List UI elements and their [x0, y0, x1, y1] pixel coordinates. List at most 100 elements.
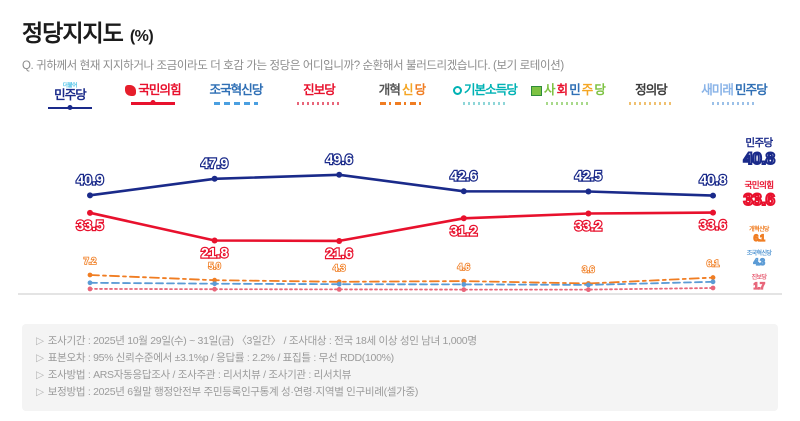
data-point-label: 7.2	[84, 256, 97, 266]
legend-item-minjoo[interactable]: 더불어 민주당	[30, 83, 110, 110]
footnote-row: ▷ 보정방법 : 2025년 6월말 행정안전부 주민등록인구통계 성·연령·지역…	[36, 384, 764, 401]
legend-item-ppp[interactable]: 국민의힘	[113, 83, 193, 106]
chart-area: 40.9 47.9 49.6 42.6 42.5 40.8 33.5 21.8 21.6 31.2…	[0, 128, 800, 333]
data-point	[212, 281, 218, 287]
data-point	[710, 209, 716, 216]
green-square-icon	[530, 85, 542, 96]
legend-line-justice	[629, 101, 673, 105]
party-support-line-chart: 40.9 47.9 49.6 42.6 42.5 40.8 33.5 21.8 21.6 31.2…	[18, 150, 782, 295]
data-point-label: 49.6	[326, 151, 353, 167]
red-square-icon	[125, 85, 137, 97]
logo-jinbo: 진보당	[303, 83, 336, 97]
data-point	[211, 175, 218, 182]
series-line	[89, 274, 714, 285]
data-point	[336, 281, 342, 287]
data-point	[87, 209, 93, 216]
footnote-text: 보정방법 : 2025년 6월말 행정안전부 주민등록인구통계 성·연령·지역별…	[47, 386, 419, 398]
legend-label: 기본소득당	[463, 83, 518, 97]
data-point-label: 33.6	[699, 217, 726, 233]
series-end-name: 개혁신당	[749, 227, 769, 233]
data-point	[585, 210, 592, 217]
legend-line-jinbo	[297, 101, 341, 105]
footnote-row: ▷ 표본오차 : 95% 신뢰수준에서 ±3.1%p / 응답률 : 2.2% /…	[36, 350, 764, 367]
legend-item-basic-income[interactable]: 기본소득당	[445, 83, 525, 105]
bullet-icon: ▷	[36, 386, 44, 398]
data-point	[212, 286, 218, 292]
legend-item-justice[interactable]: 정의당	[611, 83, 691, 105]
data-point	[212, 277, 218, 283]
legend-line-ppp	[131, 100, 175, 106]
header: 정당지지도 (%) Q. 귀하께서 현재 지지하거나 조금이라도 더 호감 가는…	[0, 0, 800, 73]
series-end-name: 조국혁신당	[746, 251, 772, 257]
logo-jokuk: 조국혁신당	[209, 83, 263, 97]
data-point-label: 3.6	[582, 264, 595, 274]
survey-methodology-box: ▷ 조사기간 : 2025년 10월 29일(수) ~ 31일(금) 〈3일간〉 …	[22, 324, 778, 411]
series-line	[89, 280, 714, 286]
data-point	[87, 280, 93, 286]
series-end-label: 조국혁신당 4.3	[722, 251, 796, 268]
series-end-label: 민주당 40.8	[722, 137, 796, 169]
data-point-label: 40.9	[76, 171, 103, 187]
title-unit: (%)	[129, 28, 154, 45]
data-point	[336, 237, 343, 244]
series-end-name: 국민의힘	[744, 180, 774, 190]
legend-item-gaehyuk[interactable]: 개혁신당 개혁신당	[362, 83, 442, 105]
data-point	[336, 171, 343, 178]
footnote-text: 표본오차 : 95% 신뢰수준에서 ±3.1%p / 응답률 : 2.2% / …	[47, 352, 394, 364]
teal-circle-icon	[452, 86, 462, 96]
data-point	[710, 279, 716, 285]
logo-minjoo: 더불어 민주당	[54, 83, 87, 102]
data-point-label: 33.5	[76, 217, 103, 233]
data-point	[211, 237, 218, 244]
legend-line-social-democratic	[546, 101, 590, 105]
data-point	[710, 192, 716, 199]
legend-label: 진보당	[303, 83, 336, 97]
footnote-row: ▷ 조사방법 : ARS자동응답조사 / 조사주관 : 리서치뷰 / 조사기관 :…	[36, 367, 764, 384]
page-title: 정당지지도	[22, 20, 124, 46]
series-end-label: 개혁신당 6.1	[722, 227, 796, 244]
series-end-value: 1.7	[753, 281, 766, 292]
series-end-name: 민주당	[745, 137, 773, 149]
data-point-label: 42.6	[450, 167, 477, 183]
legend-item-jinbo[interactable]: 진보당	[279, 83, 359, 105]
data-point-label: 47.9	[201, 155, 228, 171]
legend-line-saemirae	[712, 101, 756, 105]
legend-label: 국민의힘	[138, 83, 181, 97]
series-line	[88, 173, 715, 197]
survey-question: Q. 귀하께서 현재 지지하거나 조금이라도 더 호감 가는 정당은 어디입니까…	[22, 60, 564, 72]
legend-label: 민주당	[54, 87, 87, 102]
data-point	[87, 286, 93, 292]
legend-label: 조국혁신당	[209, 83, 263, 97]
series-line	[88, 211, 715, 243]
series-end-label: 진보당 1.7	[722, 275, 796, 292]
title-row: 정당지지도 (%)	[22, 14, 800, 48]
data-point-label: 21.6	[326, 245, 353, 261]
data-point-label: 42.5	[575, 168, 602, 184]
series-end-name: 진보당	[751, 275, 767, 281]
data-point-label: 4.6	[458, 262, 471, 272]
data-point	[461, 287, 467, 293]
series-end-value: 40.8	[742, 149, 776, 169]
data-point-label: 40.8	[699, 172, 726, 188]
data-point	[460, 215, 467, 222]
data-point-label: 21.8	[201, 244, 228, 260]
data-point-label: 31.2	[450, 222, 477, 238]
party-legend: 더불어 민주당 국민의힘 조국혁신당	[0, 83, 800, 124]
series-end-label: 국민의힘 33.6	[722, 180, 796, 210]
legend-line-basic-income	[463, 101, 507, 105]
logo-ppp: 국민의힘	[125, 83, 182, 97]
footnote-text: 조사방법 : ARS자동응답조사 / 조사주관 : 리서치뷰 / 조사기관 : …	[47, 369, 352, 381]
data-point	[336, 287, 342, 292]
legend-item-jokuk[interactable]: 조국혁신당	[196, 83, 276, 105]
data-point	[586, 282, 591, 288]
series-line	[89, 287, 714, 291]
data-point	[585, 188, 592, 195]
data-point	[87, 272, 93, 278]
legend-line-minjoo	[48, 104, 92, 110]
data-point-label: 4.3	[333, 263, 346, 273]
data-point	[586, 287, 591, 293]
